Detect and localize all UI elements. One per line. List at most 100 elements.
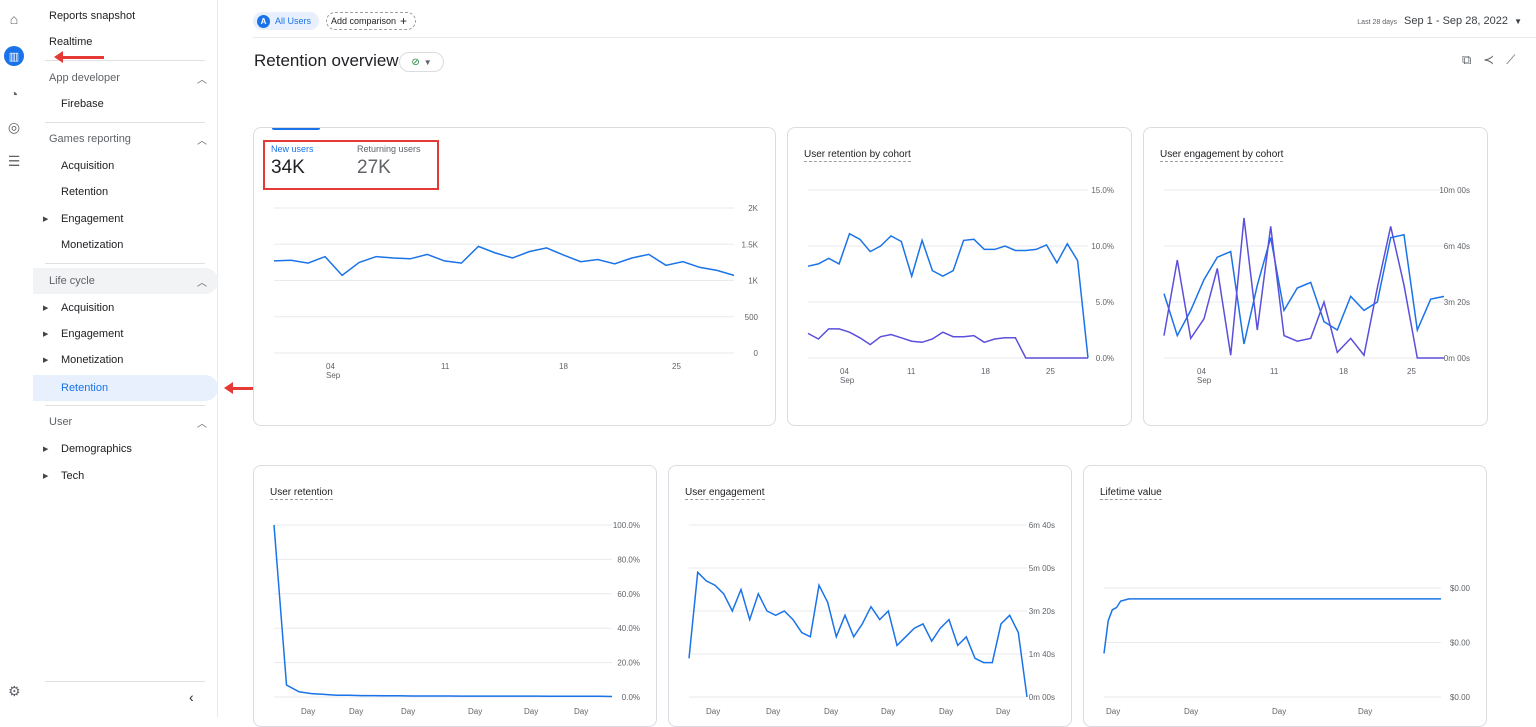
- y-tick-label: 10m 00s: [1439, 186, 1470, 195]
- report-status-button[interactable]: ⊘ ▼: [399, 52, 444, 72]
- series-line: [1103, 598, 1441, 654]
- y-tick-label: $0.00: [1450, 693, 1471, 702]
- sidebar-item-label: Reports snapshot: [49, 10, 136, 22]
- sidebar-item-monetization[interactable]: Monetization: [33, 232, 218, 258]
- sidebar-item-engagement[interactable]: ▶ Engagement: [33, 206, 218, 232]
- y-tick-label: 40.0%: [617, 624, 640, 633]
- card-title[interactable]: User engagement: [685, 487, 765, 500]
- explore-icon[interactable]: ◔: [9, 86, 19, 102]
- x-tick-label: 25: [1046, 367, 1055, 376]
- check-circle-icon: ⊘: [411, 56, 420, 68]
- settings-icon[interactable]: ⚙: [8, 683, 21, 699]
- comparison-chip-all-users[interactable]: A All Users: [253, 12, 320, 30]
- sidebar-group-app-developer[interactable]: App developer ︿: [33, 65, 218, 91]
- x-tick-label: Day: [468, 707, 482, 716]
- chevron-up-icon: ︿: [197, 277, 207, 289]
- x-tick-label: Day: [766, 707, 780, 716]
- x-tick-label: Day: [881, 707, 895, 716]
- sidebar-group-games-reporting[interactable]: Games reporting ︿: [33, 126, 218, 152]
- chevron-down-icon: ▼: [1514, 17, 1522, 26]
- page-title: Retention overview: [254, 51, 399, 70]
- annotation-highlight-box: [263, 140, 439, 190]
- date-range-picker[interactable]: Last 28 days Sep 1 - Sep 28, 2022 ▼: [1357, 15, 1522, 27]
- sidebar-item-lc-monetization[interactable]: ▶ Monetization: [33, 347, 218, 373]
- expand-triangle-icon: ▶: [43, 357, 49, 364]
- expand-triangle-icon: ▶: [43, 473, 49, 480]
- sidebar-item-retention[interactable]: Retention: [33, 179, 218, 205]
- card-title[interactable]: User retention by cohort: [804, 149, 911, 162]
- plus-icon: +: [400, 14, 408, 28]
- sidebar-item-lc-engagement[interactable]: ▶ Engagement: [33, 321, 218, 347]
- card-title[interactable]: User engagement by cohort: [1160, 149, 1284, 162]
- x-tick-label: Day: [1106, 707, 1120, 716]
- x-tick-label: 11: [907, 367, 916, 376]
- reports-icon[interactable]: ▥: [4, 46, 24, 66]
- collapse-sidebar-icon[interactable]: ‹: [189, 689, 194, 705]
- insights-icon[interactable]: ⟋: [1506, 52, 1516, 67]
- chevron-up-icon: ︿: [197, 135, 207, 147]
- y-tick-label: 20.0%: [617, 659, 640, 668]
- comparison-label: All Users: [275, 16, 312, 26]
- x-tick-label: 11: [441, 362, 450, 371]
- sidebar-item-firebase[interactable]: Firebase: [33, 91, 218, 117]
- x-tick-label: Day: [1184, 707, 1198, 716]
- sidebar-item-label: Retention: [61, 186, 109, 198]
- divider: [45, 60, 205, 61]
- x-tick-label: Day: [574, 707, 588, 716]
- y-tick-label: 1m 40s: [1029, 650, 1055, 659]
- home-icon[interactable]: ⌂: [9, 11, 19, 27]
- y-tick-label: 10.0%: [1091, 242, 1114, 251]
- x-tick-label: Day: [349, 707, 363, 716]
- configure-icon[interactable]: ☰: [7, 152, 21, 169]
- metric-returning-users[interactable]: Returning users 27K: [357, 144, 421, 179]
- y-tick-label: 5m 00s: [1029, 564, 1055, 573]
- sidebar-item-lc-acquisition[interactable]: ▶ Acquisition: [33, 295, 218, 321]
- sidebar-item-demographics[interactable]: ▶ Demographics: [33, 436, 218, 462]
- y-tick-label: 80.0%: [617, 555, 640, 564]
- expand-triangle-icon: ▶: [43, 305, 49, 312]
- tab-indicator: [272, 128, 320, 130]
- user-engagement-card: User engagement 6m 40s 5m 00s 3m 20s 1m 40s…: [668, 465, 1072, 727]
- metric-label: Returning users: [357, 144, 421, 154]
- report-sidebar: Reports snapshot Realtime App developer …: [33, 0, 218, 717]
- users-card: New users 34K Returning users 27K 2K 1.5K…: [253, 127, 776, 426]
- divider: [45, 681, 205, 682]
- sidebar-item-reports-snapshot[interactable]: Reports snapshot: [33, 3, 218, 29]
- y-tick-label: 100.0%: [613, 521, 640, 530]
- sidebar-group-user[interactable]: User ︿: [33, 409, 218, 435]
- series-line: [1163, 233, 1445, 345]
- metric-new-users[interactable]: New users 34K: [271, 144, 314, 179]
- sidebar-item-tech[interactable]: ▶ Tech: [33, 463, 218, 489]
- y-tick-label: 5.0%: [1096, 298, 1114, 307]
- sidebar-item-lc-retention[interactable]: Retention: [33, 375, 218, 401]
- series-line: [807, 328, 1088, 359]
- expand-triangle-icon: ▶: [43, 331, 49, 338]
- group-label: User: [49, 416, 73, 428]
- card-title[interactable]: User retention: [270, 487, 333, 500]
- share-icon[interactable]: ≺: [1483, 52, 1495, 67]
- x-tick-label: Day: [996, 707, 1010, 716]
- y-tick-label: 6m 40s: [1444, 242, 1470, 251]
- y-tick-label: 3m 20s: [1444, 298, 1470, 307]
- advertising-icon[interactable]: ◎: [7, 118, 21, 135]
- date-prefix: Last 28 days: [1357, 19, 1397, 26]
- x-tick-label: 11: [1270, 367, 1279, 376]
- sidebar-item-acquisition[interactable]: Acquisition: [33, 153, 218, 179]
- card-title[interactable]: Lifetime value: [1100, 487, 1162, 500]
- y-tick-label: 15.0%: [1091, 186, 1114, 195]
- x-tick-label: Day: [706, 707, 720, 716]
- expand-triangle-icon: ▶: [43, 216, 49, 223]
- divider: [45, 405, 205, 406]
- sidebar-group-life-cycle[interactable]: Life cycle ︿: [33, 268, 218, 294]
- sidebar-item-label: Retention: [61, 382, 109, 394]
- add-comparison-button[interactable]: Add comparison +: [326, 12, 417, 30]
- divider: [45, 263, 205, 264]
- customize-report-icon[interactable]: ⧉: [1462, 52, 1472, 67]
- y-tick-label: 500: [745, 313, 759, 322]
- x-tick-label: Sep: [840, 376, 855, 385]
- annotation-arrow: [54, 51, 104, 63]
- sidebar-item-realtime[interactable]: Realtime: [33, 29, 218, 55]
- user-engagement-chart: 6m 40s 5m 00s 3m 20s 1m 40s 0m 00s Day Day Day D…: [688, 521, 1055, 716]
- y-tick-label: 6m 40s: [1029, 521, 1055, 530]
